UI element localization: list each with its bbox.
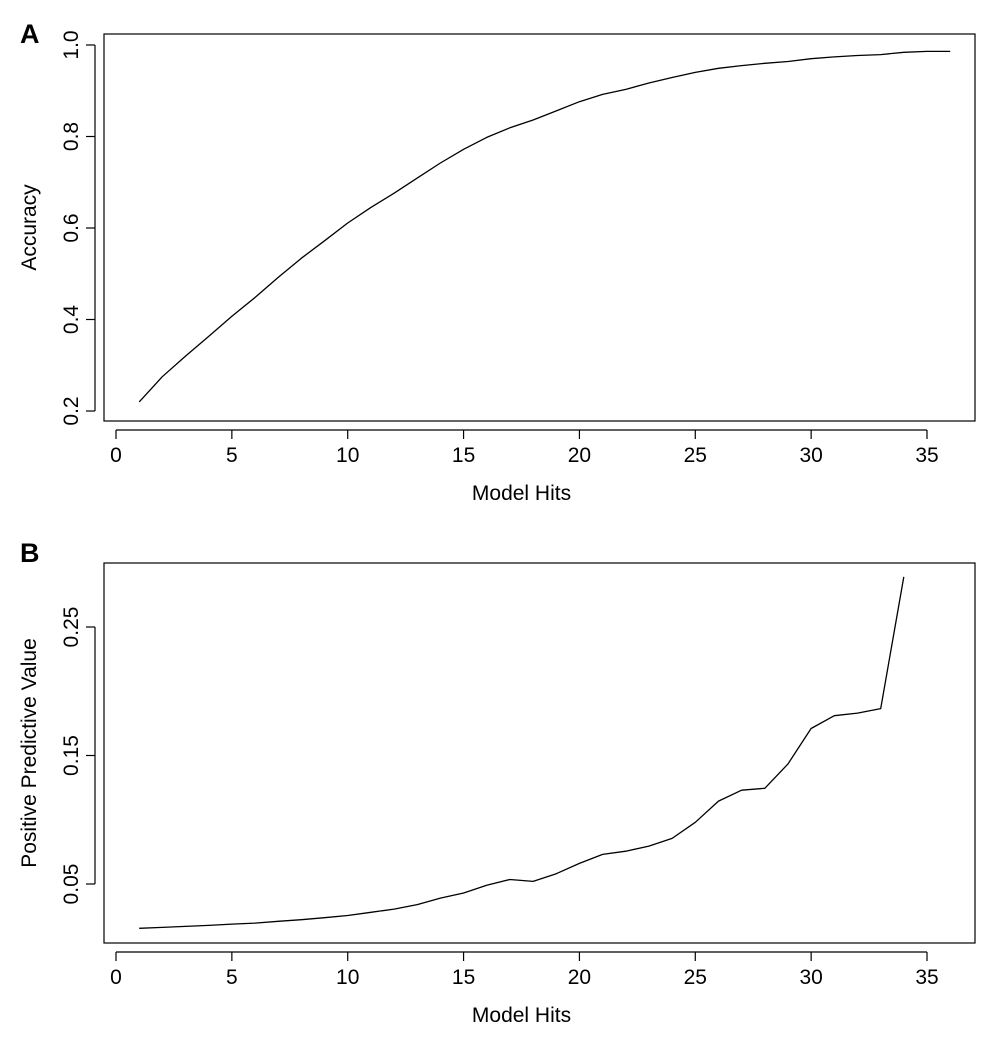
x-tick-label: 35 [915,966,938,989]
plot-frame [103,33,976,422]
x-tick-label: 30 [799,966,822,989]
x-tick-label: 35 [915,444,938,467]
x-tick-label: 20 [568,966,591,989]
y-tick-label: 0.15 [60,735,83,776]
plot-frame [103,562,976,944]
x-tick-label: 15 [452,444,475,467]
y-tick-label: 0.05 [60,864,83,905]
x-tick-label: 15 [452,966,475,989]
y-tick-label: 0.2 [60,396,83,425]
x-tick-label: 0 [110,966,122,989]
chart-panel-a: A 0 5 10 15 20 25 30 35 0.2 0.4 0.6 0.8 1.0 Model Hits… [18,19,976,505]
y-tick-label: 0.8 [60,122,83,151]
y-axis-title: Accuracy [18,184,41,271]
y-tick-label: 0.6 [60,213,83,242]
x-tick-label: 0 [110,444,122,467]
series-line [138,50,951,403]
x-axis-title: Model Hits [472,482,571,505]
x-tick-label: 20 [568,444,591,467]
x-tick-label: 5 [226,966,238,989]
chart-panel-b: B 0 5 10 15 20 25 30 35 0.05 0.15 0.25 Model Hits Pos… [18,538,976,1027]
x-tick-label: 25 [684,966,707,989]
x-axis-title: Model Hits [472,1004,571,1027]
x-tick-label: 10 [336,444,359,467]
y-tick-label: 0.25 [60,607,83,648]
x-tick-label: 25 [684,444,707,467]
x-tick-label: 5 [226,444,238,467]
y-tick-label: 0.4 [60,305,83,335]
panel-label: B [20,538,40,568]
series-line [139,576,905,929]
x-tick-label: 10 [336,966,359,989]
panel-label: A [20,19,40,49]
x-tick-label: 30 [799,444,822,467]
y-axis-title: Positive Predictive Value [18,638,41,868]
y-tick-label: 1.0 [60,30,83,59]
